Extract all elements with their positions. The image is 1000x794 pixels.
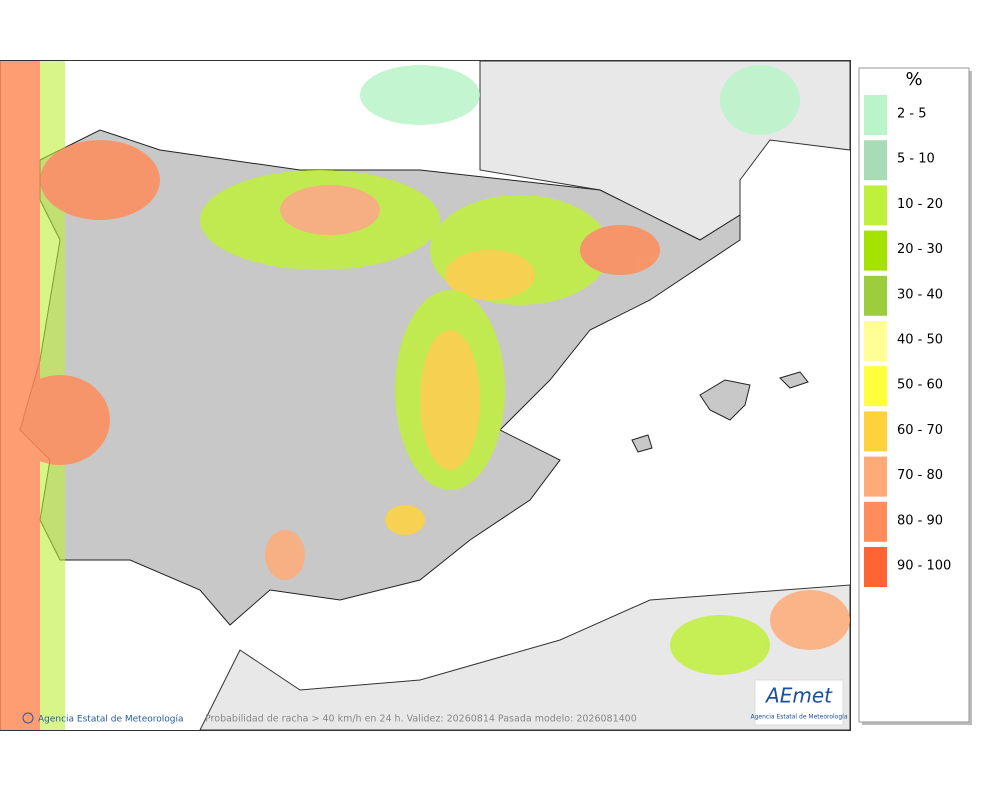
field-patch [385, 505, 425, 535]
mallorca [699, 379, 751, 421]
copyright-icon [22, 712, 34, 724]
legend-swatch [864, 501, 887, 542]
legend-label: 50 - 60 [897, 378, 943, 393]
field-patch [580, 225, 660, 275]
legend-label: 2 - 5 [897, 107, 927, 122]
legend-swatch [864, 456, 887, 497]
legend-label: 90 - 100 [897, 559, 951, 574]
field-patch [40, 140, 160, 220]
field-patch [420, 330, 480, 470]
field-patch [720, 65, 800, 135]
legend-title: % [905, 69, 922, 90]
probability-field [0, 61, 850, 730]
field-patch [445, 250, 535, 300]
field-patch [10, 375, 110, 465]
logo-subtitle: Agencia Estatal de Meteorología [751, 714, 848, 721]
legend-swatch [864, 547, 887, 587]
agency-credit: Agencia Estatal de Meteorología [38, 715, 184, 725]
legend-items: 2 - 5 5 - 10 10 - 20 20 - 30 30 - 40 40 - 50 5… [864, 95, 951, 587]
ibiza [631, 434, 653, 453]
legend-swatch [864, 411, 887, 452]
legend-label: 30 - 40 [897, 287, 943, 302]
legend-swatch [864, 140, 887, 181]
africa [199, 584, 851, 731]
field-patch [280, 185, 380, 235]
legend-label: 20 - 30 [897, 242, 943, 257]
legend-swatch [864, 321, 887, 361]
field-patch [670, 615, 770, 675]
legend-label: 40 - 50 [897, 333, 943, 348]
legend-swatch [864, 275, 887, 316]
field-patch [265, 530, 305, 580]
legend-label: 70 - 80 [897, 468, 943, 483]
legend-label: 5 - 10 [897, 152, 935, 167]
legend-swatch [864, 95, 887, 135]
logo-box [754, 679, 844, 726]
menorca [779, 371, 809, 389]
legend-swatch [864, 185, 887, 226]
legend-label: 10 - 20 [897, 197, 943, 212]
legend-label: 80 - 90 [897, 513, 943, 528]
logo-name: AEmet [764, 684, 833, 708]
field-patch [360, 65, 480, 125]
legend-swatch [864, 230, 887, 271]
field-patch [770, 590, 850, 650]
legend-label: 60 - 70 [897, 423, 943, 438]
map-caption: Probabilidad de racha > 40 km/h en 24 h.… [205, 714, 637, 725]
legend-swatch [864, 366, 887, 407]
